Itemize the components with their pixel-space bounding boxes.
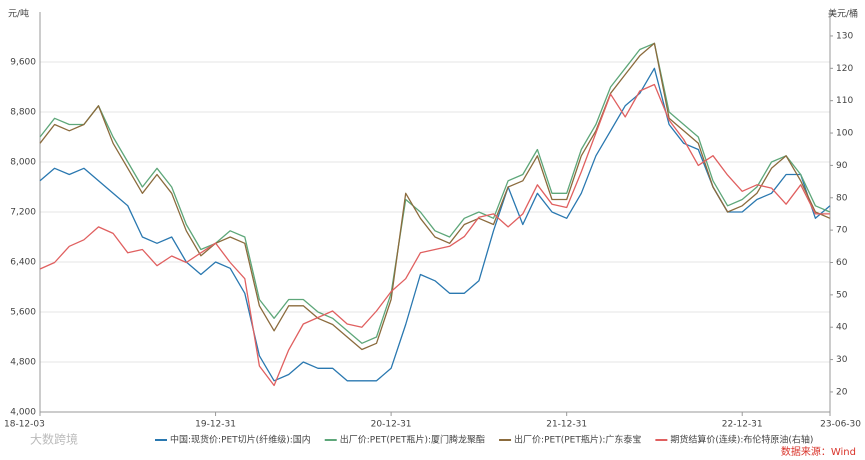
series-line bbox=[39, 42, 831, 351]
x-tick-label: 22-12-31 bbox=[722, 420, 763, 430]
y-axis-title: 元/吨 bbox=[8, 8, 29, 20]
y-tick-label: 7,200 bbox=[10, 208, 36, 218]
y-tick-label: 5,600 bbox=[10, 308, 36, 318]
y2-tick-label: 90 bbox=[836, 161, 848, 171]
x-tick-label: 20-12-31 bbox=[371, 420, 412, 430]
y-tick-label: 6,400 bbox=[10, 258, 36, 268]
source: 数据来源：Wind bbox=[781, 445, 856, 458]
y2-axis-title: 美元/桶 bbox=[828, 8, 858, 20]
y2-tick-label: 50 bbox=[836, 290, 848, 300]
y2-tick-label: 20 bbox=[836, 387, 848, 397]
y2-tick-label: 110 bbox=[836, 96, 853, 106]
series-line bbox=[39, 83, 830, 387]
y2-tick-label: 60 bbox=[836, 258, 848, 268]
legend-label: 出厂价:PET(PET瓶片):厦门腾龙聚酯 bbox=[340, 434, 485, 446]
series-line bbox=[39, 67, 831, 382]
x-tick-label: 18-12-03 bbox=[4, 420, 45, 430]
y2-tick-label: 80 bbox=[836, 193, 848, 203]
legend-label: 出厂价:PET(PET瓶片):广东泰宝 bbox=[514, 434, 641, 446]
legend-label: 期货结算价(连续):布伦特原油(右轴) bbox=[670, 434, 813, 446]
legend-label: 中国:现货价:PET切片(纤维级):国内 bbox=[170, 434, 311, 446]
x-tick-label: 19-12-31 bbox=[195, 420, 236, 430]
y-tick-label: 9,600 bbox=[10, 58, 36, 68]
x-tick-label: 21-12-31 bbox=[546, 420, 587, 430]
y-tick-label: 8,800 bbox=[10, 108, 36, 118]
x-tick-label: 23-06-30 bbox=[820, 420, 861, 430]
y-tick-label: 4,000 bbox=[10, 408, 36, 418]
y2-tick-label: 120 bbox=[836, 64, 853, 74]
y-tick-label: 8,000 bbox=[10, 158, 36, 168]
y-tick-label: 4,800 bbox=[10, 358, 36, 368]
y2-tick-label: 40 bbox=[836, 323, 848, 333]
watermark: 大数跨境 bbox=[30, 432, 78, 447]
y2-tick-label: 70 bbox=[836, 226, 848, 236]
series-line bbox=[39, 42, 831, 344]
y2-tick-label: 30 bbox=[836, 355, 848, 365]
y2-tick-label: 100 bbox=[836, 129, 853, 139]
y2-tick-label: 130 bbox=[836, 31, 853, 41]
